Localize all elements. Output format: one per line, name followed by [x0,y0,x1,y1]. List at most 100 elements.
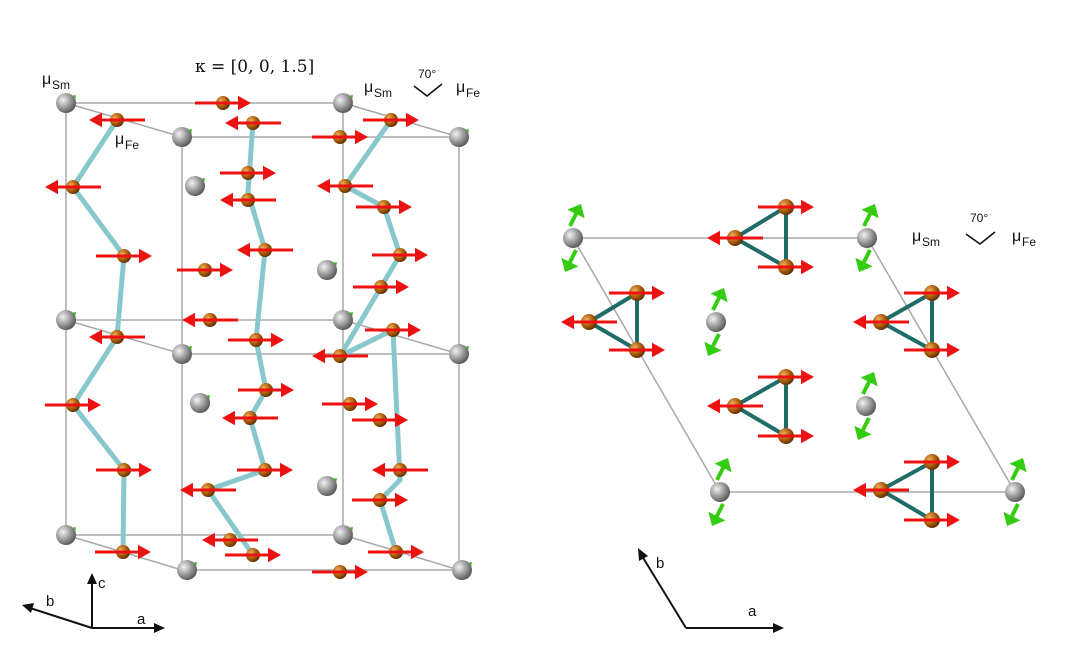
fe-moment-arrow [45,179,101,195]
fe-moment-arrow [353,279,409,295]
right-axis-a-label: a [748,603,757,620]
sm-moment-arrow [1003,503,1021,526]
sm-atom [452,560,472,580]
right-angle-legend: μ Sm 70° μ Fe [912,211,1036,249]
fe-moment-arrow [89,329,145,345]
fe-moment-arrow [237,242,293,258]
fe-bond [70,184,127,259]
right-axis-b-label: b [656,555,664,572]
fe-bond [247,415,268,473]
sm-atom [857,228,877,248]
right-panel-projection-view: μ Sm 70° μ Fe a b [561,199,1036,633]
fe-moment-arrow [365,322,421,338]
fe-bond [114,253,127,340]
sm-moment-arrow [855,249,873,272]
sm-atom [706,312,726,332]
fe-moment-arrow [222,410,278,426]
fe-moment-arrow [368,544,424,560]
fe-moment-arrow [238,382,294,398]
fe-moment-arrow [609,342,665,358]
fe-moment-arrow [363,112,419,128]
left-axis-c-label: c [98,575,106,592]
sm-atom [317,260,337,280]
fe-moment-arrow [372,247,428,263]
fe-moment-arrow [312,129,368,145]
fe-moment-arrow [904,454,960,470]
svg-text:μ: μ [1012,228,1021,245]
sm-moment-arrow [567,204,585,227]
sm-atom [185,176,205,196]
sm-atom [172,127,192,147]
sm-moment-arrow [860,372,878,395]
fe-moment-arrow [758,259,814,275]
sm-atom [333,525,353,545]
fe-triangle [879,460,934,522]
fe-moment-arrow [95,544,151,560]
svg-text:μ: μ [115,131,124,148]
fe-moment-arrow [853,314,909,330]
svg-text:Fe: Fe [125,138,139,152]
fe-triangle [587,291,639,352]
right-atoms [563,199,1025,528]
fe-moment-arrow [758,199,814,215]
fe-bond [342,183,387,210]
fe-moment-arrow [225,547,281,563]
fe-moment-arrow [96,248,152,264]
fe-moment-arrow [228,332,284,348]
fe-moment-arrow [372,462,428,478]
fe-bond [205,487,256,558]
sm-atom [856,396,876,416]
fe-moment-arrow [225,115,281,131]
right-unit-cell [571,237,1017,493]
fe-bond [70,334,120,408]
sm-moment-arrow [704,333,722,356]
fe-moment-arrow [904,285,960,301]
fe-moment-arrow [317,178,373,194]
fe-moment-arrow [312,564,368,580]
fe-moment-arrow [356,199,412,215]
fe-moment-arrow [96,462,152,478]
fe-bond [70,117,120,190]
fe-moment-arrow [758,369,814,385]
svg-text:Sm: Sm [52,78,70,92]
cell-edge [342,319,460,355]
sm-atom [317,476,337,496]
fe-moment-arrow [352,412,408,428]
fe-moment-arrow [312,348,368,364]
fe-bond [245,120,256,195]
left-axis-a-label: a [137,611,146,628]
right-angle-glyph [965,231,996,246]
sm-atom [56,310,76,330]
left-sm-moment-label: μ Sm [42,71,70,92]
sm-atom [177,560,197,580]
fe-moment-arrow [853,482,909,498]
left-angle-legend: μ Sm 70° μ Fe [364,67,480,100]
fe-moment-arrow [180,482,236,498]
left-axis-triad: c a b [22,573,165,633]
fe-moment-arrow [195,95,251,111]
sm-atom [563,228,583,248]
fe-bond [377,497,399,555]
fe-bond [337,284,384,359]
svg-text:μ: μ [456,79,465,96]
sm-atom [172,344,192,364]
fe-moment-arrow [237,462,293,478]
fe-bond [120,467,127,555]
sm-moment-arrow [1009,458,1027,481]
svg-text:Fe: Fe [466,86,480,100]
fe-moment-arrow [182,312,238,328]
sm-moment-arrow [854,417,872,440]
left-fe-moment-arrows [45,95,428,580]
sm-moment-arrow [861,204,879,227]
fe-bond [390,327,403,483]
fe-bond [337,327,396,359]
fe-triangle [733,205,788,269]
fe-moment-arrow [904,342,960,358]
sm-atom [710,482,730,502]
fe-moment-arrow [202,532,258,548]
fe-moment-arrow [904,512,960,528]
sm-atom [56,93,76,113]
right-axis-triad: a b [638,548,784,633]
fe-bond [342,117,394,189]
svg-text:Sm: Sm [374,86,392,100]
